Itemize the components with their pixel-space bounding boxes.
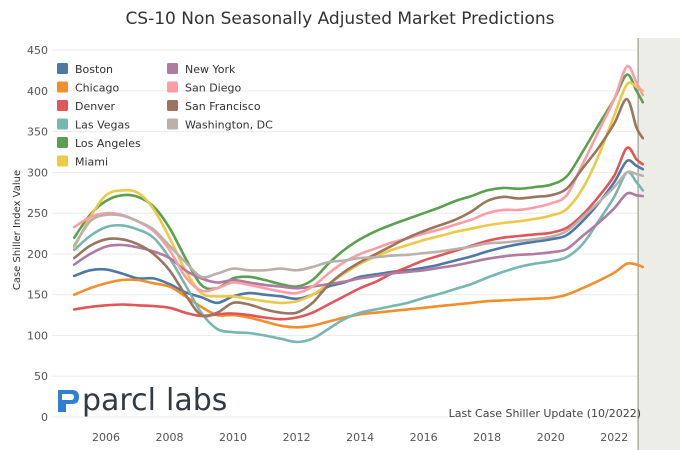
series-line-chicago	[72, 261, 645, 329]
chart-title: CS-10 Non Seasonally Adjusted Market Pre…	[125, 9, 554, 29]
series-line-boston	[72, 159, 645, 305]
legend-label-chicago: Chicago	[75, 82, 119, 95]
series-line-san-diego	[72, 64, 645, 295]
legend-label-san-diego: San Diego	[185, 82, 241, 95]
logo-suffix-text: labs	[166, 383, 227, 418]
legend: Boston Chicago Denver Las Vegas Los Angeles M…	[57, 63, 273, 169]
legend-swatch-las-vegas	[57, 118, 68, 130]
legend-label-new-york: New York	[185, 63, 236, 76]
y-axis-title: Case Shiller Index Value	[12, 170, 23, 290]
legend-swatch-los-angeles	[57, 137, 68, 148]
x-tick-label: 2010	[219, 431, 247, 444]
x-tick-label: 2022	[600, 431, 628, 444]
legend-label-san-francisco: San Francisco	[185, 100, 261, 113]
legend-swatch-new-york	[167, 63, 178, 74]
legend-swatch-san-diego	[167, 81, 178, 93]
gridlines	[52, 49, 680, 418]
x-tick-label: 2008	[156, 431, 184, 444]
y-tick-label: 350	[27, 126, 48, 139]
x-tick-label: 2014	[346, 431, 374, 444]
x-tick-label: 2006	[92, 431, 120, 444]
legend-label-las-vegas: Las Vegas	[75, 119, 130, 132]
y-tick-label: 100	[27, 329, 48, 342]
series-line-denver	[72, 146, 645, 321]
x-tick-label: 2018	[473, 431, 501, 444]
parcl-logo-mark	[58, 390, 79, 412]
series-lines	[72, 64, 645, 344]
legend-label-washington-dc: Washington, DC	[185, 119, 273, 132]
y-tick-label: 0	[41, 411, 48, 424]
parcl-labs-logo: parcl labs	[58, 383, 227, 418]
y-axis-ticks: 0 50 100 150 200 250 300 350 400 450	[27, 44, 48, 424]
y-tick-label: 400	[27, 85, 48, 98]
logo-brand-text: parcl	[82, 383, 156, 418]
y-tick-label: 200	[27, 248, 48, 261]
y-tick-label: 150	[27, 289, 48, 302]
legend-swatch-miami	[57, 155, 68, 167]
legend-label-miami: Miami	[75, 156, 108, 169]
legend-swatch-chicago	[57, 81, 68, 93]
legend-label-boston: Boston	[75, 63, 113, 76]
x-tick-label: 2012	[283, 431, 311, 444]
series-line-new-york	[72, 191, 645, 290]
legend-swatch-denver	[57, 100, 68, 111]
forecast-band	[638, 38, 680, 450]
series-line-los-angeles	[72, 73, 645, 291]
legend-label-denver: Denver	[75, 100, 115, 113]
y-tick-label: 300	[27, 166, 48, 179]
y-tick-label: 50	[34, 370, 48, 383]
x-axis-ticks: 2006 2008 2010 2012 2014 2016 2018 2020 2022	[92, 431, 628, 444]
series-line-washington-dc	[72, 170, 645, 279]
x-tick-label: 2020	[537, 431, 565, 444]
legend-swatch-san-francisco	[167, 100, 178, 111]
y-tick-label: 250	[27, 207, 48, 220]
legend-swatch-boston	[57, 63, 68, 74]
y-tick-label: 450	[27, 44, 48, 57]
x-tick-label: 2016	[410, 431, 438, 444]
last-update-note: Last Case Shiller Update (10/2022)	[449, 407, 641, 420]
legend-label-los-angeles: Los Angeles	[75, 137, 141, 150]
series-line-miami	[72, 81, 645, 305]
legend-swatch-washington-dc	[167, 118, 178, 130]
